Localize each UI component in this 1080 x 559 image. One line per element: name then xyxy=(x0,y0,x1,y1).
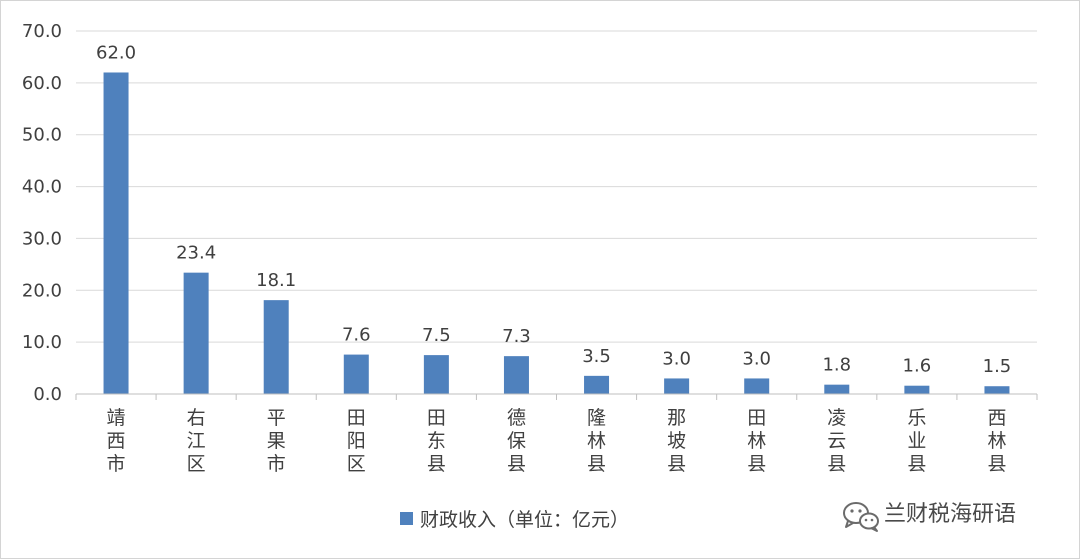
y-tick-label: 60.0 xyxy=(22,73,62,94)
data-label: 3.0 xyxy=(742,348,771,369)
data-label: 7.6 xyxy=(342,325,371,346)
data-label: 18.1 xyxy=(256,270,296,291)
y-axis-ticks: 0.0 10.0 20.0 30.0 40.0 50.0 60.0 70.0 xyxy=(22,21,62,405)
x-tick-label: 隆林县 xyxy=(587,407,606,475)
bar xyxy=(664,378,690,394)
legend: 财政收入（单位：亿元） xyxy=(400,509,629,531)
bar xyxy=(183,272,209,394)
bar xyxy=(744,378,770,394)
y-tick-label: 50.0 xyxy=(22,125,62,146)
data-label: 1.6 xyxy=(903,356,932,377)
y-tick-label: 0.0 xyxy=(33,384,62,405)
y-tick-label: 30.0 xyxy=(22,228,62,249)
bar xyxy=(904,385,930,394)
x-axis xyxy=(75,393,1038,400)
bar xyxy=(503,356,529,394)
data-label: 3.5 xyxy=(582,346,611,367)
wechat-icon xyxy=(843,502,879,532)
bar xyxy=(423,355,449,394)
data-label: 23.4 xyxy=(176,243,216,264)
x-tick-label: 田阳区 xyxy=(347,407,366,475)
bar xyxy=(984,386,1010,394)
gridlines xyxy=(76,30,1037,343)
data-label: 7.5 xyxy=(422,325,451,346)
category-labels: 靖西市 右江区 平果市 田阳区 田东县 德保县 隆林县 那坡县 田林县 凌云县 乐业县 西林县 xyxy=(107,407,1007,475)
data-labels: 62.0 23.4 18.1 7.6 7.5 7.3 3.5 3.0 3.0 1.8 1.6 1.5 xyxy=(96,42,1011,377)
bar xyxy=(343,354,369,394)
data-label: 1.8 xyxy=(822,355,851,376)
watermark: 兰财税海研语 xyxy=(843,502,1016,532)
bar xyxy=(103,72,129,394)
watermark-text: 兰财税海研语 xyxy=(884,502,1016,527)
x-tick-label: 西林县 xyxy=(987,407,1006,475)
y-tick-label: 10.0 xyxy=(22,332,62,353)
bar xyxy=(584,375,610,394)
x-tick-label: 靖西市 xyxy=(107,407,126,475)
data-label: 3.0 xyxy=(662,348,691,369)
y-tick-label: 70.0 xyxy=(22,21,62,42)
x-tick-label: 右江区 xyxy=(187,407,206,475)
y-tick-label: 40.0 xyxy=(22,177,62,198)
bars xyxy=(103,72,1010,394)
x-tick-label: 平果市 xyxy=(267,407,286,475)
x-tick-label: 乐业县 xyxy=(907,407,926,475)
bar xyxy=(263,300,289,394)
data-label: 1.5 xyxy=(983,356,1012,377)
data-label: 62.0 xyxy=(96,42,136,63)
legend-swatch xyxy=(400,512,413,525)
x-tick-label: 田东县 xyxy=(427,407,446,475)
data-label: 7.3 xyxy=(502,326,531,347)
x-tick-label: 田林县 xyxy=(747,407,766,475)
legend-label: 财政收入（单位：亿元） xyxy=(420,509,629,531)
x-tick-label: 那坡县 xyxy=(667,407,686,475)
x-tick-label: 凌云县 xyxy=(827,407,846,475)
y-tick-label: 20.0 xyxy=(22,280,62,301)
x-tick-label: 德保县 xyxy=(507,407,526,475)
bar xyxy=(824,384,850,394)
